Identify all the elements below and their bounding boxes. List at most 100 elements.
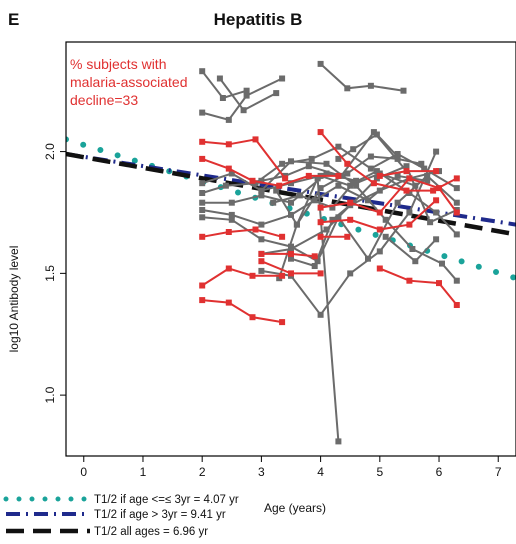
- gray-series: [216, 75, 280, 114]
- gray-series: [382, 233, 440, 265]
- red-point: [258, 250, 265, 257]
- gray-point: [400, 87, 407, 94]
- red-point: [403, 168, 410, 175]
- gray-point: [376, 248, 383, 255]
- gray-point: [317, 185, 324, 192]
- red-point: [436, 280, 442, 287]
- gray-point: [258, 221, 265, 228]
- red-point: [279, 233, 286, 240]
- red-point: [282, 175, 289, 182]
- gray-point: [427, 219, 434, 226]
- x-axis-label: Age (years): [264, 501, 326, 515]
- gray-point: [335, 182, 342, 189]
- gray-series: [317, 60, 407, 94]
- red-point: [225, 165, 232, 172]
- legend-label: T1/2 if age > 3yr = 9.41 yr: [94, 509, 226, 521]
- y-tick-label: 1.0: [43, 386, 57, 403]
- gray-point: [258, 267, 265, 274]
- gray-series: [288, 163, 460, 269]
- x-tick-label: 7: [495, 465, 502, 479]
- annotation-line-2: malaria-associated: [70, 74, 188, 90]
- panel-label: E: [8, 10, 19, 29]
- x-tick-label: 4: [317, 465, 324, 479]
- gray-point: [258, 236, 265, 243]
- red-point: [249, 177, 256, 184]
- gray-point: [409, 246, 416, 252]
- fit-line-dotted: [66, 136, 516, 282]
- red-point: [199, 138, 206, 145]
- gray-point: [222, 182, 229, 189]
- gray-point: [382, 216, 389, 223]
- gray-point: [421, 165, 428, 172]
- gray-point: [288, 158, 294, 165]
- red-point: [376, 209, 383, 216]
- gray-point: [394, 199, 401, 206]
- x-tick-label: 5: [376, 465, 383, 479]
- red-point: [288, 250, 294, 257]
- gray-series: [199, 75, 286, 123]
- gray-point: [228, 199, 235, 206]
- gray-point: [347, 270, 354, 277]
- red-point: [376, 172, 383, 179]
- gray-point: [335, 438, 342, 445]
- y-tick-label: 1.5: [43, 265, 57, 282]
- gray-point: [288, 180, 294, 187]
- gray-series-line: [337, 133, 399, 160]
- red-point: [406, 221, 413, 228]
- red-point: [199, 282, 206, 289]
- y-axis-label: log10 Antibody level: [7, 246, 21, 353]
- red-point: [453, 209, 460, 216]
- gray-point: [288, 246, 294, 252]
- red-point: [347, 216, 354, 223]
- gray-point: [311, 263, 318, 269]
- gray-point: [199, 190, 206, 196]
- red-point: [317, 204, 324, 211]
- gray-series-line: [260, 160, 458, 282]
- gray-point: [350, 180, 357, 187]
- gray-point: [308, 155, 315, 162]
- gray-point: [296, 192, 303, 199]
- gray-point: [199, 109, 206, 116]
- gray-point: [279, 160, 286, 167]
- red-point: [225, 265, 232, 272]
- gray-point: [219, 95, 226, 101]
- red-series-line: [201, 267, 283, 287]
- red-point: [199, 155, 206, 162]
- red-series: [376, 265, 460, 308]
- red-point: [344, 233, 351, 240]
- gray-point: [406, 209, 413, 216]
- red-point: [436, 185, 442, 192]
- gray-point: [258, 187, 265, 194]
- gray-point: [382, 233, 389, 240]
- red-series: [199, 226, 286, 240]
- gray-point: [329, 204, 336, 211]
- gray-point: [344, 85, 351, 92]
- gray-point: [329, 216, 336, 223]
- red-point: [335, 172, 342, 179]
- red-series: [199, 136, 289, 182]
- red-point: [276, 182, 283, 189]
- red-series: [199, 297, 286, 326]
- red-series: [317, 175, 460, 216]
- gray-point: [453, 199, 460, 206]
- gray-point: [335, 143, 342, 150]
- red-series-line: [202, 228, 283, 238]
- gray-point: [317, 60, 324, 67]
- annotation-line-1: % subjects with: [70, 56, 166, 72]
- red-point: [305, 172, 312, 179]
- axes: 0 1 2 3 4 5 6 7 1.0 1.5 2.0: [43, 143, 502, 479]
- gray-point: [439, 260, 445, 267]
- gray-series-line: [275, 177, 340, 442]
- y-tick-label: 2.0: [43, 143, 57, 160]
- legend: T1/2 if age <=≤ 3yr = 4.07 yr T1/2 if age…: [3, 494, 239, 538]
- gray-point: [367, 82, 374, 89]
- gray-point: [273, 187, 280, 194]
- gray-point: [367, 153, 374, 160]
- annotation-line-3: decline=33: [70, 92, 138, 108]
- gray-point: [258, 192, 265, 199]
- x-tick-label: 3: [258, 465, 265, 479]
- red-point: [376, 226, 383, 233]
- red-point: [433, 197, 440, 204]
- red-series-line: [202, 138, 286, 180]
